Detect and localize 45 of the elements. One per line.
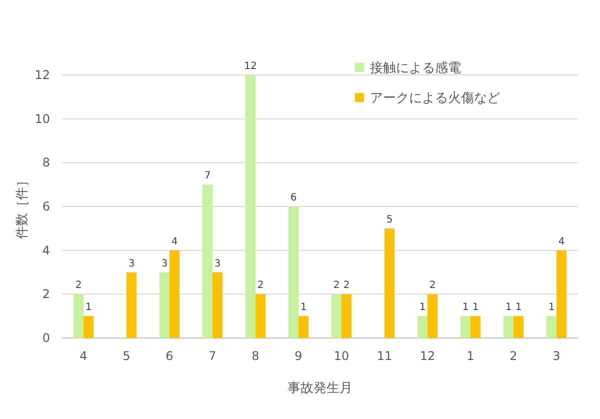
bar	[160, 272, 170, 338]
bar	[74, 294, 84, 338]
x-tick-label: 5	[122, 349, 130, 363]
bar	[514, 316, 524, 338]
bar	[546, 316, 556, 338]
y-tick-label: 6	[42, 200, 50, 214]
bar	[202, 184, 212, 338]
bar	[332, 294, 342, 338]
x-tick-label: 2	[510, 349, 518, 363]
y-tick-label: 0	[42, 331, 50, 345]
x-tick-label: 1	[466, 349, 474, 363]
x-tick-label: 7	[208, 349, 216, 363]
y-tick-label: 8	[42, 156, 50, 170]
x-tick-label: 12	[420, 349, 436, 363]
bar	[170, 250, 180, 338]
bar	[460, 316, 470, 338]
x-tick-label: 3	[552, 349, 560, 363]
bar	[84, 316, 94, 338]
y-tick-label: 12	[34, 68, 50, 82]
bar	[384, 228, 394, 338]
x-tick-label: 9	[294, 349, 302, 363]
bar	[298, 316, 308, 338]
y-axis-title: 件数［件］	[15, 174, 30, 239]
y-tick-label: 4	[42, 243, 50, 258]
legend-label: アークによる火傷など	[370, 91, 500, 106]
x-tick-label: 10	[334, 349, 350, 363]
bar	[126, 272, 136, 338]
bar	[212, 272, 222, 338]
bar	[246, 75, 256, 338]
y-tick-label: 10	[34, 112, 50, 126]
bar	[288, 206, 298, 338]
y-tick-label: 2	[42, 287, 50, 302]
x-axis-title: 事故発生月	[288, 381, 352, 396]
bar	[470, 316, 480, 338]
bar	[256, 294, 266, 338]
bar	[504, 316, 514, 338]
bar	[556, 250, 566, 338]
legend-label: 接触による感電	[370, 61, 461, 76]
x-tick-label: 6	[166, 349, 174, 363]
x-tick-label: 4	[80, 349, 88, 363]
bar	[418, 316, 428, 338]
bar	[428, 294, 438, 338]
bar	[342, 294, 352, 338]
x-tick-label: 8	[252, 349, 260, 363]
x-tick-label: 11	[376, 349, 392, 363]
